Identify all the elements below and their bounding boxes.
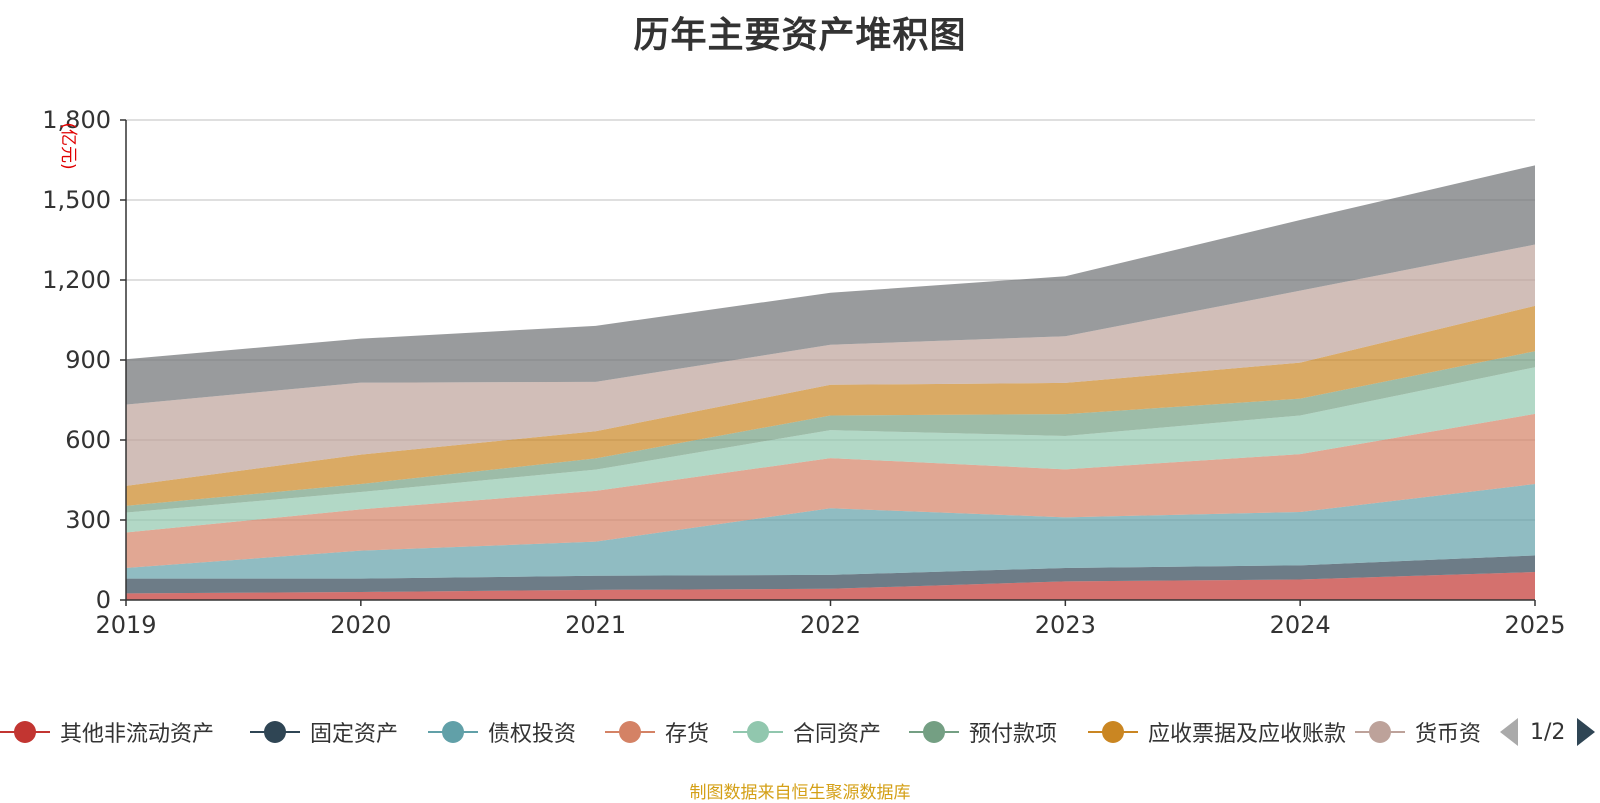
pager-prev-icon[interactable] [1500, 718, 1518, 746]
legend-marker-icon [250, 717, 300, 747]
legend-item-6[interactable]: 应收票据及应收账款 [1088, 712, 1346, 752]
area-series-4 [126, 367, 1535, 533]
pager-next-icon[interactable] [1577, 718, 1596, 746]
pager-page-text: 1/2 [1530, 719, 1566, 745]
area-series-0 [126, 572, 1535, 600]
legend-marker-icon [733, 717, 783, 747]
legend-marker-icon [909, 717, 959, 747]
legend-item-5[interactable]: 预付款项 [909, 712, 1057, 752]
chart-title: 历年主要资产堆积图 [633, 15, 967, 56]
y-tick-label-2: 600 [65, 426, 111, 454]
area-series-7 [126, 244, 1535, 486]
legend-item-7[interactable]: 货币资金 [1355, 712, 1480, 752]
legend-label: 预付款项 [969, 722, 1058, 747]
legend-item-4[interactable]: 合同资产 [733, 712, 881, 752]
legend-marker-icon [1088, 717, 1138, 747]
legend-label: 固定资产 [310, 722, 399, 747]
y-tick-label-0: 0 [96, 586, 111, 614]
legend-marker-icon [1355, 717, 1405, 747]
legend-label: 合同资产 [793, 722, 882, 747]
legend-item-3[interactable]: 存货 [605, 712, 709, 752]
legend-overflow: 货币资金 [1355, 712, 1480, 752]
x-tick-label-3: 2022 [800, 611, 861, 639]
y-axis-label: (亿元) [58, 122, 78, 169]
x-tick-label-1: 2020 [330, 611, 391, 639]
legend-item-2[interactable]: 债权投资 [428, 712, 576, 752]
legend-label: 货币资金 [1415, 722, 1480, 747]
legend-marker-icon [0, 717, 50, 747]
source-note: 制图数据来自恒生聚源数据库 [689, 783, 911, 803]
area-series-8 [126, 165, 1535, 405]
area-series-6 [126, 305, 1535, 506]
x-tick-label-6: 2025 [1504, 611, 1565, 639]
area-series-3 [126, 413, 1535, 568]
x-tick-label-4: 2023 [1035, 611, 1096, 639]
legend-marker-icon [605, 717, 655, 747]
area-series-5 [126, 351, 1535, 513]
area-series-2 [126, 484, 1535, 579]
x-tick-label-2: 2021 [565, 611, 626, 639]
area-series-1 [126, 555, 1535, 594]
x-tick-label-5: 2024 [1270, 611, 1331, 639]
y-tick-label-4: 1,200 [42, 266, 111, 294]
chart-plot: 0 300 600 900 1,200 1,500 1,800 2019 2020 2021 202… [42, 106, 1565, 639]
y-tick-label-5: 1,500 [42, 186, 111, 214]
legend-label: 债权投资 [488, 722, 577, 747]
legend-label: 存货 [665, 722, 710, 747]
legend-marker-icon [428, 717, 478, 747]
y-tick-label-1: 300 [65, 506, 111, 534]
legend-item-1[interactable]: 固定资产 [250, 712, 398, 752]
legend-item-0[interactable]: 其他非流动资产 [0, 712, 214, 752]
legend: 其他非流动资产 固定资产 债权投资 存货 合同资产 预付款项 应收票据及应收账款 [0, 712, 1600, 752]
legend-label: 应收票据及应收账款 [1148, 722, 1347, 747]
legend-label: 其他非流动资产 [60, 722, 215, 747]
legend-pager: 1/2 [1500, 712, 1596, 752]
x-tick-label-0: 2019 [95, 611, 156, 639]
y-tick-label-3: 900 [65, 346, 111, 374]
y-tick-label-6: 1,800 [42, 106, 111, 134]
